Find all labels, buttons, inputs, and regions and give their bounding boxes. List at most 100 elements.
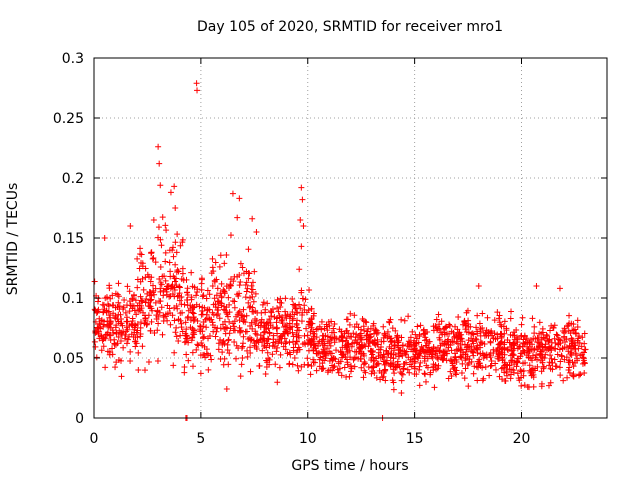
data-point	[183, 351, 190, 358]
data-point	[323, 323, 330, 330]
data-point	[376, 367, 383, 374]
data-point	[308, 324, 315, 331]
data-point	[226, 350, 233, 357]
data-point	[561, 356, 568, 363]
data-point	[149, 282, 156, 289]
data-point	[185, 313, 192, 320]
data-point	[566, 343, 573, 350]
data-point	[374, 336, 381, 343]
data-point	[479, 310, 486, 317]
data-point	[179, 236, 186, 243]
data-point	[338, 351, 345, 358]
data-point	[499, 376, 506, 383]
data-point	[491, 317, 498, 324]
data-point	[454, 347, 461, 354]
data-point	[141, 367, 148, 374]
data-point	[409, 328, 416, 335]
data-point	[363, 336, 370, 343]
data-point	[194, 289, 201, 296]
data-point	[93, 354, 100, 361]
data-point	[152, 299, 159, 306]
data-point	[556, 364, 563, 371]
data-point	[199, 308, 206, 315]
data-point	[245, 275, 252, 282]
data-point	[155, 320, 162, 327]
data-point	[172, 329, 179, 336]
data-point	[435, 311, 442, 318]
data-point	[162, 258, 169, 265]
data-point	[236, 282, 243, 289]
data-point	[501, 359, 508, 366]
data-point	[240, 340, 247, 347]
data-point	[137, 245, 144, 252]
data-point	[253, 229, 260, 235]
data-point	[157, 182, 164, 189]
data-point	[169, 290, 176, 297]
data-point	[348, 365, 355, 372]
data-point	[171, 349, 178, 356]
data-point	[336, 326, 343, 333]
data-point	[486, 372, 493, 379]
data-point	[152, 259, 159, 266]
data-point	[448, 373, 455, 380]
data-point	[373, 355, 380, 362]
data-point	[248, 282, 255, 289]
data-point	[309, 338, 316, 345]
data-point	[336, 336, 343, 343]
data-point	[343, 343, 350, 350]
data-point	[380, 373, 387, 380]
data-point	[274, 379, 281, 386]
data-point	[329, 356, 336, 363]
data-point	[133, 311, 140, 318]
data-point	[109, 351, 116, 358]
data-point	[184, 289, 191, 296]
data-point	[311, 330, 318, 337]
data-point	[544, 332, 551, 339]
data-point	[420, 326, 427, 333]
data-point	[364, 328, 371, 335]
data-point	[137, 333, 144, 340]
data-point	[375, 360, 382, 367]
data-point	[455, 313, 462, 320]
data-point	[458, 335, 465, 342]
data-point	[377, 354, 384, 361]
data-point	[581, 330, 588, 337]
data-point	[324, 338, 331, 345]
data-point	[394, 338, 401, 345]
data-point	[289, 315, 296, 322]
data-point	[384, 357, 391, 364]
data-point	[122, 309, 129, 316]
data-point	[434, 327, 441, 334]
data-point	[390, 379, 397, 386]
data-point	[570, 321, 577, 328]
data-point	[414, 323, 421, 330]
data-point	[377, 376, 384, 383]
data-point	[449, 338, 456, 345]
data-point	[226, 318, 233, 325]
data-point	[533, 351, 540, 358]
data-point	[294, 338, 301, 345]
data-point	[441, 331, 448, 338]
data-point	[139, 298, 146, 305]
data-point	[113, 322, 120, 329]
data-point	[373, 374, 380, 381]
data-point	[391, 339, 398, 346]
data-point	[252, 330, 259, 337]
data-point	[275, 308, 282, 315]
data-point	[403, 348, 410, 355]
data-point	[191, 316, 198, 323]
data-point	[145, 299, 152, 306]
data-point	[227, 232, 234, 239]
data-point	[390, 386, 397, 393]
data-point	[347, 354, 354, 361]
data-point	[335, 369, 342, 376]
data-point	[224, 346, 231, 353]
data-point	[183, 335, 190, 342]
data-point	[123, 314, 130, 321]
data-point	[566, 357, 573, 364]
data-point	[106, 321, 113, 328]
data-point	[547, 327, 554, 334]
data-point	[161, 314, 168, 321]
data-point	[481, 341, 488, 348]
data-point	[443, 350, 450, 357]
